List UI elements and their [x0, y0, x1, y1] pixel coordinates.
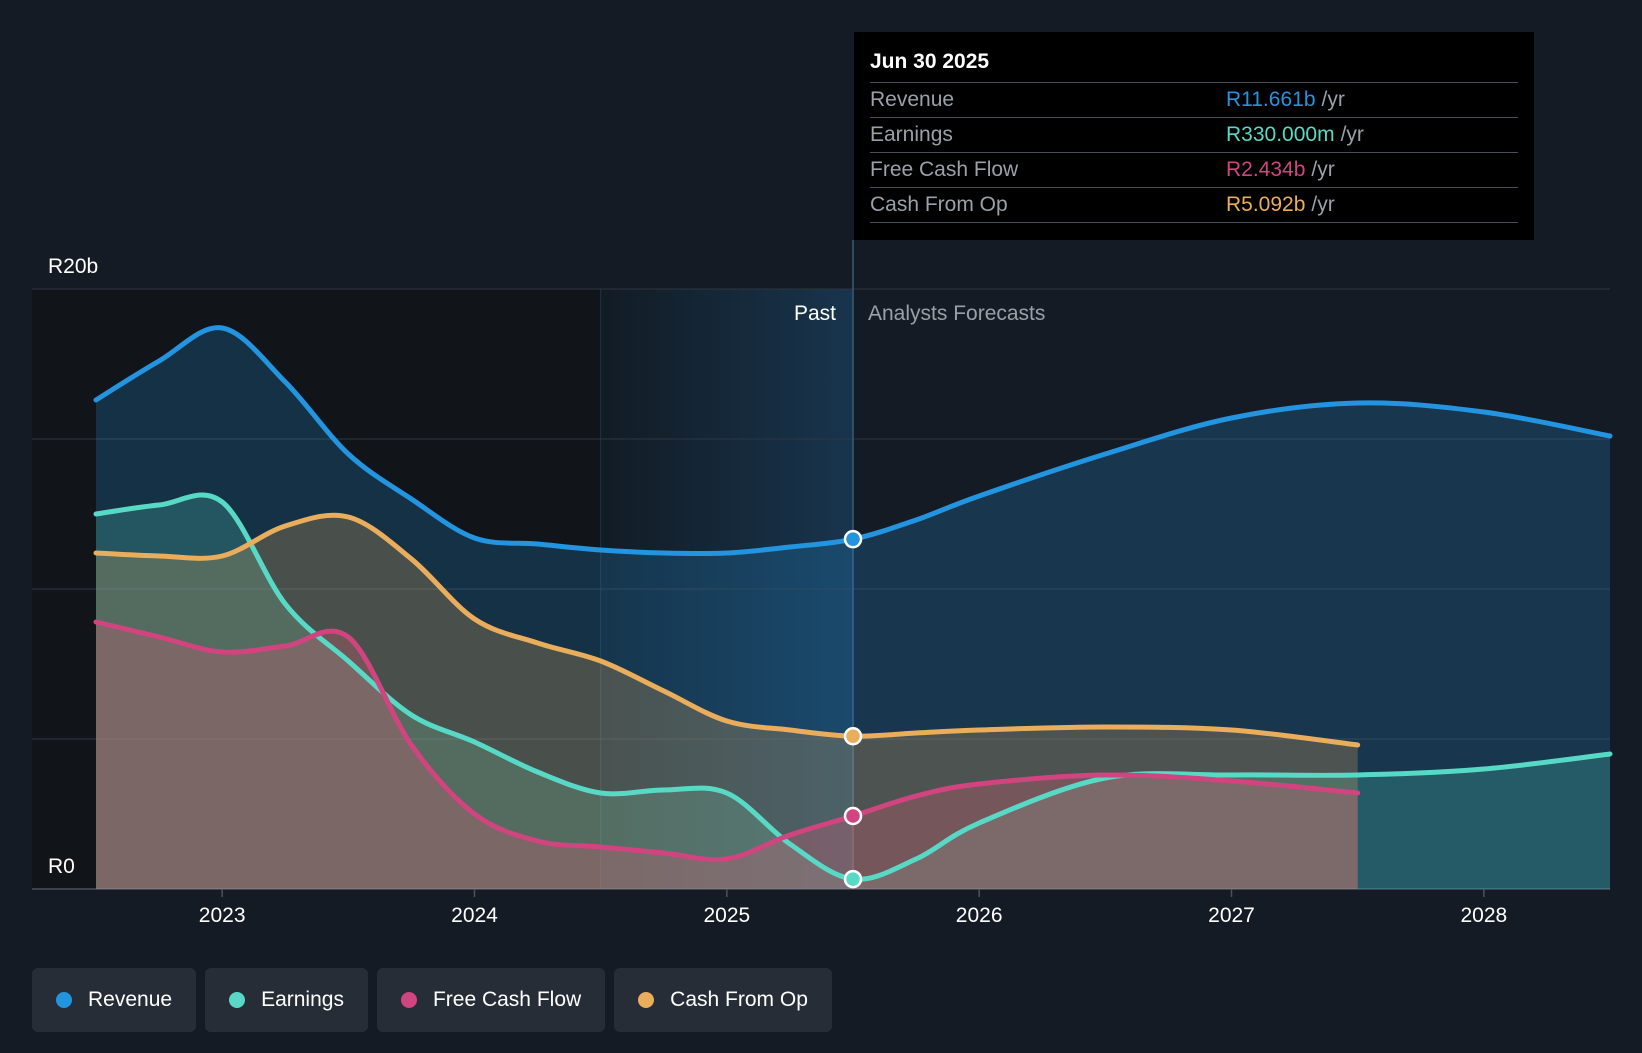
revenue-marker: [843, 529, 863, 549]
free-cash-flow-line: [93, 619, 1361, 863]
earnings-line: [93, 492, 1613, 882]
tooltip-unit: /yr: [1340, 123, 1364, 146]
y-axis-label-max: R20b: [48, 255, 98, 278]
tooltip-row-free-cash-flow: Free Cash Flow R2.434b /yr: [870, 153, 1518, 188]
tooltip-label: Earnings: [870, 123, 953, 146]
y-axis-label-zero: R0: [48, 855, 75, 878]
legend-dot-icon: [229, 992, 246, 1008]
axes: 2023 2024 2025 2026 2027 2028: [199, 889, 1507, 927]
x-tick-label: 2027: [1208, 904, 1255, 927]
tooltip-value-free-cash-flow: R2.434b: [1226, 158, 1306, 181]
hover-markers: [843, 529, 863, 889]
tooltip-value-earnings: R330.000m: [1226, 123, 1335, 146]
cash-from-op-marker: [843, 726, 863, 746]
gridlines: [32, 240, 1610, 890]
tooltip-date: Jun 30 2025: [870, 48, 1518, 83]
tooltip-value-cash-from-op: R5.092b: [1226, 193, 1306, 216]
free-cash-flow-area: [96, 622, 1358, 889]
legend-dot-icon: [638, 992, 655, 1008]
chart-legend: Revenue Earnings Free Cash Flow Cash Fro…: [32, 968, 832, 1032]
forecast-label: Analysts Forecasts: [868, 302, 1045, 325]
revenue-line: [93, 325, 1613, 557]
free-cash-flow-marker: [843, 806, 863, 826]
x-tick-label: 2026: [956, 904, 1003, 927]
x-tick-label: 2023: [199, 904, 246, 927]
legend-dot-icon: [400, 992, 417, 1008]
tooltip-unit: /yr: [1311, 158, 1335, 181]
tooltip-unit: /yr: [1321, 88, 1345, 111]
tooltip-row-cash-from-op: Cash From Op R5.092b /yr: [870, 188, 1518, 223]
legend-item-cash-from-op[interactable]: Cash From Op: [614, 968, 832, 1032]
tooltip-label: Revenue: [870, 88, 955, 111]
tooltip-unit: /yr: [1311, 193, 1335, 216]
earnings-marker: [843, 869, 863, 889]
legend-label: Earnings: [261, 988, 344, 1011]
tooltip-row-revenue: Revenue R11.661b /yr: [870, 83, 1518, 118]
legend-item-revenue[interactable]: Revenue: [32, 968, 197, 1032]
x-tick-label: 2024: [451, 904, 498, 927]
tooltip-value-revenue: R11.661b: [1226, 88, 1316, 111]
legend-label: Free Cash Flow: [432, 988, 582, 1011]
legend-dot-icon: [56, 992, 72, 1008]
tooltip-label: Free Cash Flow: [870, 158, 1019, 181]
tooltip-row-earnings: Earnings R330.000m /yr: [870, 118, 1518, 153]
legend-item-free-cash-flow[interactable]: Free Cash Flow: [376, 968, 606, 1032]
legend-label: Cash From Op: [670, 988, 808, 1011]
cash-from-op-line: [93, 512, 1361, 748]
series-lines: [93, 325, 1613, 882]
hover-tooltip: Jun 30 2025 Revenue R11.661b /yr Earning…: [854, 32, 1534, 240]
x-tick-label: 2028: [1460, 904, 1507, 927]
legend-item-earnings[interactable]: Earnings: [205, 968, 368, 1032]
revenue-area: [96, 327, 1610, 889]
past-label: Past: [794, 302, 836, 325]
x-tick-label: 2025: [703, 904, 750, 927]
earnings-area: [96, 494, 1610, 889]
legend-label: Revenue: [88, 988, 173, 1011]
tooltip-label: Cash From Op: [870, 193, 1008, 216]
